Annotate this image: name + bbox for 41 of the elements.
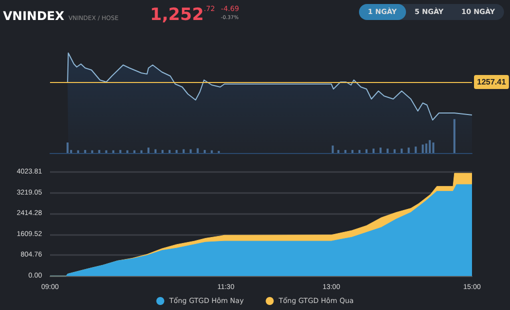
bar [176, 150, 178, 153]
chart-title: VNINDEX [3, 9, 64, 23]
bar [425, 144, 428, 153]
bar [119, 150, 122, 153]
bar [196, 148, 199, 153]
bar [162, 150, 164, 153]
bar [344, 150, 346, 153]
bar [84, 150, 86, 153]
bar [351, 150, 354, 153]
bar [432, 142, 434, 153]
bar [77, 150, 80, 153]
bar [133, 150, 136, 153]
bar [105, 150, 108, 153]
bar [337, 150, 340, 153]
bar [112, 150, 114, 153]
bar [366, 149, 368, 153]
bar [428, 140, 431, 153]
bar [126, 150, 128, 153]
text: 1257.41 [477, 78, 506, 86]
bar [154, 149, 156, 153]
bar [168, 150, 171, 153]
bar [400, 148, 403, 153]
bar [182, 149, 185, 153]
bar [380, 148, 382, 153]
bar [422, 144, 424, 153]
bar [453, 119, 456, 153]
bar [210, 150, 213, 153]
bar [66, 142, 69, 153]
bar [408, 148, 410, 153]
bar [394, 149, 396, 153]
bar [332, 146, 334, 153]
bar [98, 150, 100, 153]
bar [414, 146, 417, 153]
bar [372, 148, 375, 153]
bar [190, 149, 192, 153]
bar [147, 148, 150, 153]
bar [91, 150, 94, 153]
bar [204, 150, 206, 153]
bar [386, 148, 389, 153]
bar [358, 150, 360, 153]
bar [140, 150, 142, 153]
